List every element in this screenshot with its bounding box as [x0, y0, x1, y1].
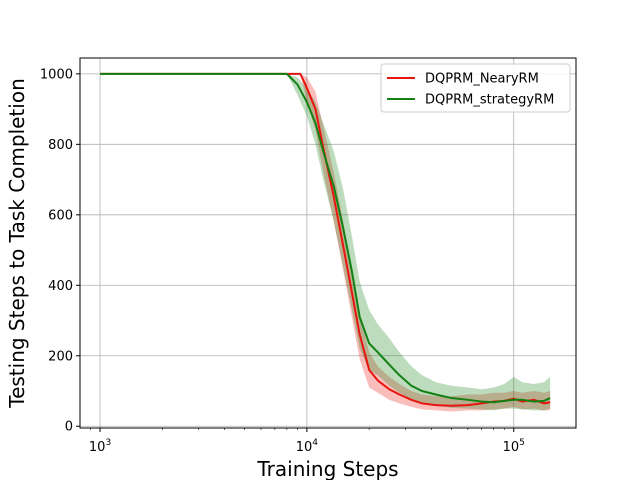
y-tick-label: 600 [48, 208, 73, 223]
x-axis: 103 104 105 [89, 428, 525, 455]
y-tick-label: 800 [48, 138, 73, 153]
legend: DQPRM_NearyRM DQPRM_strategyRM [380, 63, 571, 113]
x-axis-label: Training Steps [256, 457, 398, 480]
series-lines [100, 72, 551, 407]
confidence-band [100, 73, 551, 411]
legend-box [380, 63, 571, 113]
legend-label: DQPRM_NearyRM [425, 72, 539, 87]
x-tick-label: 105 [503, 438, 525, 455]
series-line [100, 72, 551, 404]
plot-frame [79, 57, 577, 429]
y-axis-label: Testing Steps to Task Completion [5, 78, 29, 409]
confidence-bands [100, 73, 551, 412]
y-tick-label: 1000 [40, 67, 73, 82]
y-axis: 0 200 400 600 800 1000 [40, 67, 80, 435]
y-tick-label: 200 [48, 349, 73, 364]
y-tick-label: 0 [65, 420, 73, 435]
legend-label: DQPRM_strategyRM [425, 93, 554, 108]
confidence-band [100, 73, 551, 412]
x-tick-label: 103 [89, 438, 111, 455]
y-tick-label: 400 [48, 279, 73, 294]
x-tick-label: 104 [296, 438, 319, 455]
